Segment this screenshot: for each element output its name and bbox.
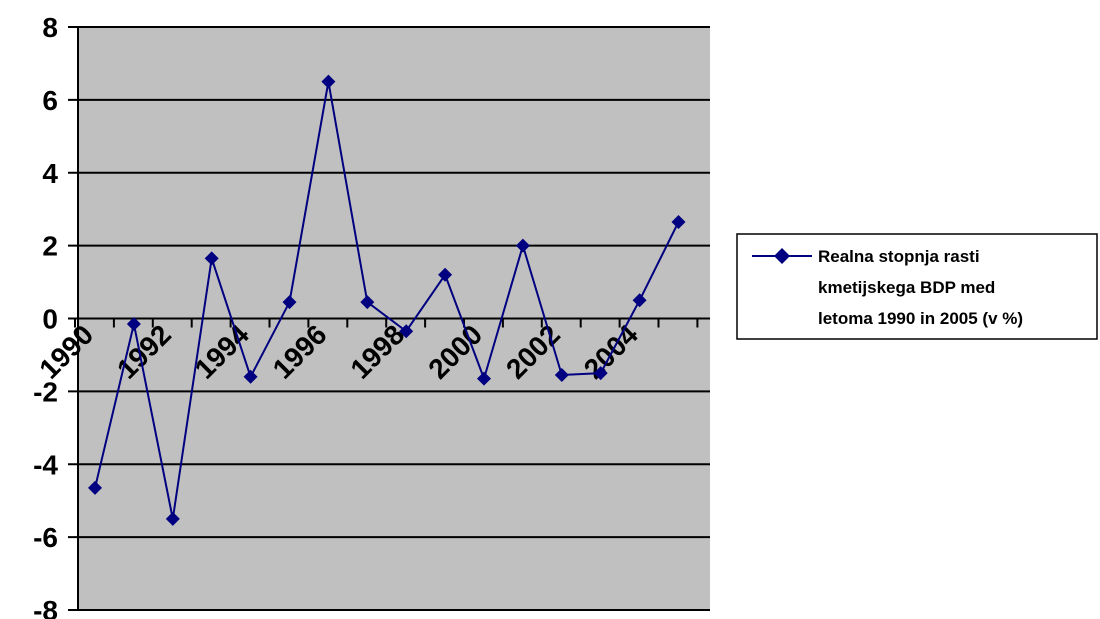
y-tick-label: 2	[42, 231, 58, 262]
data-point-marker	[554, 367, 569, 382]
legend-marker-diamond-icon	[774, 248, 790, 264]
gridlines	[78, 26, 710, 611]
y-axis-ticks: 8 6 4 2 0 -2 -4 -6 -8	[33, 12, 78, 619]
y-tick-label: -8	[33, 595, 58, 619]
y-tick-label: -4	[33, 449, 58, 480]
legend-box	[736, 233, 1098, 340]
data-point-marker	[321, 74, 336, 89]
data-point-marker	[399, 324, 414, 339]
data-point-marker	[515, 238, 530, 253]
y-tick-label: 6	[42, 85, 58, 116]
series-line	[94, 81, 680, 520]
data-point-marker	[671, 214, 686, 229]
y-tick-label: -6	[33, 522, 58, 553]
legend: Realna stopnja rasti kmetijskega BDP med…	[736, 233, 1098, 340]
data-point-marker	[165, 511, 180, 526]
data-point-marker	[438, 267, 453, 282]
y-tick-label: 4	[42, 158, 58, 189]
legend-label-line-3: letoma 1990 in 2005 (v %)	[818, 309, 1023, 328]
legend-label-line-1: Realna stopnja rasti	[818, 247, 980, 266]
data-point-marker	[632, 293, 647, 308]
data-point-marker	[593, 366, 608, 381]
data-point-marker	[204, 251, 219, 266]
data-point-marker	[360, 295, 375, 310]
data-point-marker	[282, 295, 297, 310]
series-line-group	[88, 74, 686, 526]
legend-label-line-2: kmetijskega BDP med	[818, 278, 995, 297]
y-tick-label: 8	[42, 12, 58, 43]
data-point-marker	[126, 316, 141, 331]
data-point-marker	[88, 480, 102, 495]
data-point-marker	[477, 371, 491, 386]
y-tick-label: 0	[42, 304, 58, 335]
data-point-marker	[243, 369, 258, 384]
y-tick-label: -2	[33, 376, 58, 407]
